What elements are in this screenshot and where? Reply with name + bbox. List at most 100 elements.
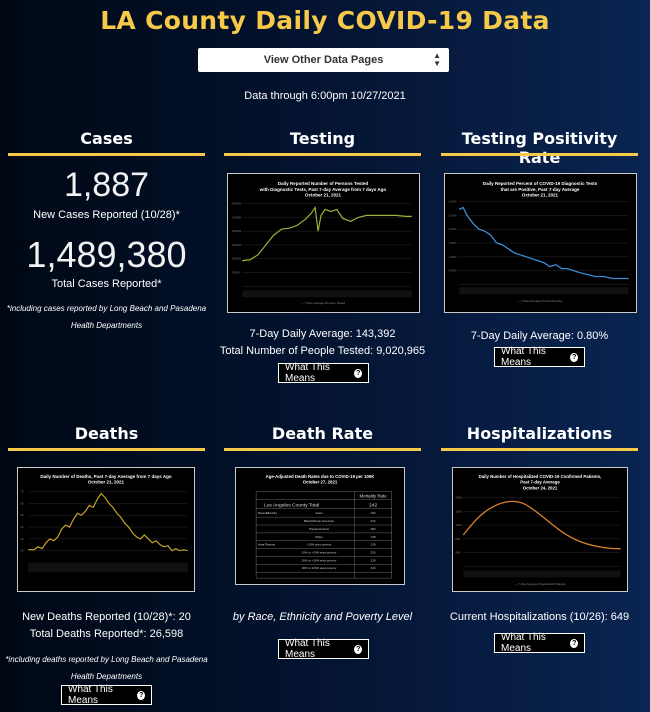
testing-average: 7-Day Daily Average: 143,392 (249, 328, 396, 340)
deaths-heading: Deaths (74, 424, 139, 443)
svg-text:125000: 125000 (231, 243, 241, 247)
deaths-line (28, 492, 188, 552)
svg-text:75000: 75000 (231, 271, 240, 275)
table-group-poverty: Area Poverty (258, 543, 276, 547)
svg-text:40: 40 (20, 525, 24, 529)
table-row-value: 139 (371, 543, 376, 547)
dropdown-caret-icon: ▲ ▼ (433, 51, 441, 68)
svg-text:1200: 1200 (455, 523, 462, 527)
testing-total: Total Number of People Tested: 9,020,965 (219, 345, 426, 357)
data-through-text: Data through 6:00pm 10/27/2021 (244, 90, 406, 102)
svg-text:3.00%: 3.00% (448, 200, 457, 204)
svg-text:2000: 2000 (455, 496, 462, 500)
svg-text:1.50%: 1.50% (448, 241, 457, 245)
table-row-value: 169 (371, 511, 376, 515)
new-deaths: New Deaths Reported (10/28)*: 20 (22, 611, 191, 623)
testing-line (242, 205, 412, 262)
dropdown-label: View Other Data Pages (263, 54, 384, 66)
data-pages-dropdown[interactable]: View Other Data Pages ▲ ▼ (198, 48, 449, 72)
hospitalizations-chart-svg: Daily Number of Hospitalized COVID-19 Co… (455, 474, 621, 586)
svg-text:0.50%: 0.50% (448, 269, 457, 273)
testing-divider (224, 153, 421, 156)
death-rate-title-2: October 27, 2021 (303, 480, 338, 485)
table-row-value: 380 (371, 527, 376, 531)
question-circle-icon: ? (354, 368, 362, 378)
new-cases-label: New Cases Reported (10/28)* (33, 209, 180, 221)
button-label: What This Means (501, 632, 546, 654)
cases-divider (8, 153, 205, 156)
svg-text:175000: 175000 (231, 215, 241, 219)
question-circle-icon: ? (354, 644, 362, 654)
table-row-value: 329 (371, 558, 376, 562)
hosp-chart-title-3: October 24, 2021 (523, 486, 558, 491)
positivity-chart-title-2: that are Positive, Past 7-day Average (501, 187, 580, 192)
death-rate-what-this-means-button[interactable]: What This Means ? (278, 638, 369, 660)
table-row-label: 20% to <30% area poverty (302, 558, 337, 562)
total-deaths: Total Deaths Reported*: 26,598 (29, 628, 184, 640)
table-row-label: White (315, 535, 323, 539)
testing-chart-title-1: Daily Reported Number of Persons Tested (278, 181, 368, 186)
cases-heading: Cases (80, 129, 133, 148)
death-rate-table-svg: Age-Adjusted Death Rates due to COVID-19… (255, 474, 392, 579)
positivity-chart[interactable]: Daily Reported Percent of COVID-19 Diagn… (444, 173, 637, 313)
hospitalizations-heading: Hospitalizations (466, 424, 613, 443)
death-rate-table[interactable]: Age-Adjusted Death Rates due to COVID-19… (235, 467, 405, 585)
svg-text:1.00%: 1.00% (448, 255, 457, 259)
testing-chart-svg: Daily Reported Number of Persons Tested … (231, 181, 412, 305)
svg-text:30: 30 (20, 537, 24, 541)
svg-text:60: 60 (20, 501, 24, 505)
positivity-what-this-means-button[interactable]: What This Means ? (494, 346, 585, 368)
hosp-chart-title-2: Past 7-day Average (520, 480, 560, 485)
table-row-label: 30% to 100% area poverty (302, 566, 337, 570)
death-rate-divider (224, 448, 421, 451)
testing-chart[interactable]: Daily Reported Number of Persons Tested … (227, 173, 420, 313)
svg-text:— 7-Day Average Hospitalized P: — 7-Day Average Hospitalized Patients (514, 582, 566, 586)
svg-text:2.00%: 2.00% (448, 227, 457, 231)
button-label: What This Means (285, 638, 330, 660)
hospitalizations-line (462, 500, 621, 550)
svg-text:70: 70 (20, 490, 24, 494)
deaths-chart-title-2: October 21, 2021 (88, 480, 125, 485)
svg-text:— 7-Day Average Persons Tested: — 7-Day Average Persons Tested (301, 301, 346, 305)
deaths-divider (8, 448, 205, 451)
deaths-footnote: *including deaths reported by Long Beach… (5, 655, 208, 681)
table-row-value: 244 (371, 519, 376, 523)
deaths-chart-title-1: Daily Number of Deaths, Past 7-day Avera… (40, 474, 171, 479)
table-row-value: 250 (371, 551, 376, 555)
deaths-chart-svg: Daily Number of Deaths, Past 7-day Avera… (20, 474, 188, 573)
table-row-label: 10% to <20% area poverty (302, 551, 337, 555)
hospitalizations-divider (441, 448, 638, 451)
cases-footnote: *including cases reported by Long Beach … (6, 304, 207, 330)
deaths-what-this-means-button[interactable]: What This Means ? (61, 684, 152, 706)
hospitalizations-what-this-means-button[interactable]: What This Means ? (494, 632, 585, 654)
table-col-header: Mortality Rate (359, 493, 387, 498)
testing-what-this-means-button[interactable]: What This Means ? (278, 362, 369, 384)
table-row-label: Asian (315, 511, 323, 515)
death-rate-heading: Death Rate (271, 424, 374, 443)
table-row-label: Hispanic/Latino (309, 527, 329, 531)
death-rate-caption: by Race, Ethnicity and Poverty Level (232, 611, 413, 623)
svg-text:800: 800 (455, 537, 460, 541)
positivity-average: 7-Day Daily Average: 0.80% (470, 330, 609, 342)
deaths-chart[interactable]: Daily Number of Deaths, Past 7-day Avera… (17, 467, 195, 592)
question-circle-icon: ? (570, 352, 578, 362)
page-title: LA County Daily COVID-19 Data (100, 6, 550, 35)
button-label: What This Means (285, 362, 330, 384)
testing-heading: Testing (289, 129, 356, 148)
svg-text:100000: 100000 (231, 257, 241, 261)
hospitalizations-chart[interactable]: Daily Number of Hospitalized COVID-19 Co… (452, 467, 628, 592)
svg-text:1600: 1600 (455, 509, 462, 513)
death-rate-title-1: Age-Adjusted Death Rates due to COVID-19… (266, 474, 376, 479)
table-row-label: Black/African American (304, 519, 335, 523)
positivity-heading: Testing Positivity Rate (461, 129, 618, 167)
positivity-chart-svg: Daily Reported Percent of COVID-19 Diagn… (448, 181, 629, 303)
table-county-value: 242 (369, 502, 377, 508)
table-row-label: <10% area poverty (307, 543, 332, 547)
svg-text:50: 50 (20, 513, 24, 517)
question-circle-icon: ? (570, 638, 578, 648)
testing-chart-title-3: October 21, 2021 (305, 193, 342, 198)
svg-text:2.50%: 2.50% (448, 213, 457, 217)
hosp-chart-title-1: Daily Number of Hospitalized COVID-19 Co… (479, 474, 602, 479)
svg-text:20: 20 (20, 549, 24, 553)
total-cases-label: Total Cases Reported* (51, 278, 162, 290)
